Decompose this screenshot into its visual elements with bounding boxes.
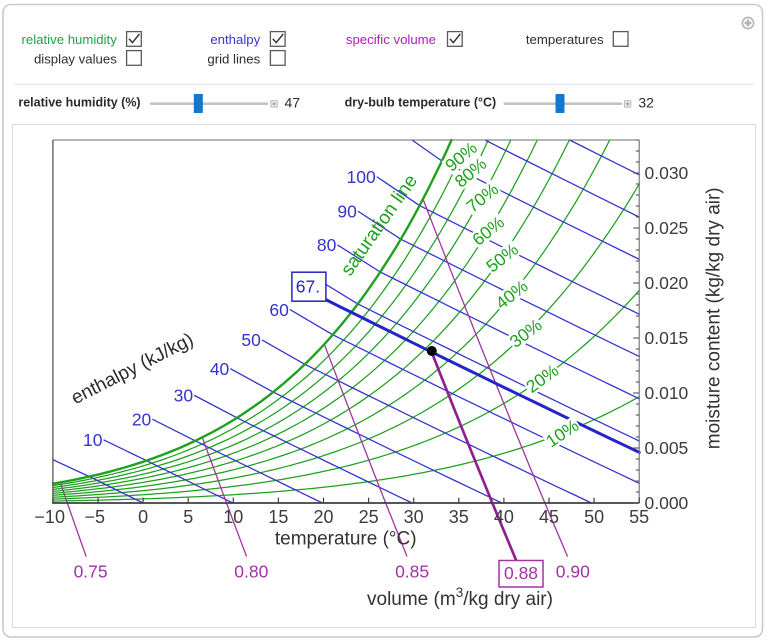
svg-text:specific volume: specific volume [346,32,436,47]
svg-text:dry-bulb temperature (°C): dry-bulb temperature (°C) [345,96,497,110]
svg-text:30: 30 [404,507,424,527]
svg-text:grid lines: grid lines [207,51,260,66]
svg-text:−10: −10 [34,507,65,527]
svg-text:50: 50 [584,507,604,527]
svg-text:15: 15 [268,507,288,527]
svg-text:relative humidity (%): relative humidity (%) [18,96,140,110]
svg-text:55: 55 [629,507,649,527]
svg-text:0.90: 0.90 [556,562,590,582]
svg-text:0.025: 0.025 [645,218,689,238]
svg-text:0.75: 0.75 [74,562,108,582]
svg-text:100: 100 [346,167,375,187]
svg-text:0.020: 0.020 [645,273,689,293]
svg-text:display values: display values [34,51,117,66]
svg-text:0.80: 0.80 [234,562,268,582]
svg-text:20: 20 [313,507,333,527]
svg-text:50: 50 [241,330,261,350]
svg-text:−5: −5 [85,507,106,527]
svg-text:0.010: 0.010 [645,383,689,403]
svg-text:32: 32 [638,95,654,111]
svg-text:0.030: 0.030 [645,163,689,183]
svg-text:0: 0 [138,507,148,527]
svg-text:5: 5 [183,507,193,527]
svg-text:10: 10 [83,430,103,450]
svg-text:0.85: 0.85 [395,562,429,582]
svg-text:0.005: 0.005 [645,438,689,458]
svg-text:0.000: 0.000 [645,493,689,513]
svg-text:10: 10 [223,507,243,527]
svg-text:40: 40 [494,507,514,527]
svg-text:moisture content (kg/kg dry ai: moisture content (kg/kg dry air) [704,187,725,449]
svg-text:35: 35 [449,507,469,527]
svg-text:67.: 67. [296,277,320,297]
svg-text:40: 40 [210,359,230,379]
svg-text:temperature (°C): temperature (°C) [275,528,417,549]
svg-text:47: 47 [285,95,301,111]
svg-text:30: 30 [174,386,194,406]
svg-text:temperatures: temperatures [526,32,604,47]
svg-text:20: 20 [132,409,152,429]
svg-text:0.015: 0.015 [645,328,689,348]
svg-text:0.88: 0.88 [504,563,538,583]
svg-text:45: 45 [539,507,559,527]
svg-text:25: 25 [359,507,379,527]
svg-text:60: 60 [269,300,289,320]
svg-text:enthalpy: enthalpy [210,32,260,47]
svg-text:80: 80 [317,235,337,255]
svg-text:relative humidity: relative humidity [22,32,118,47]
svg-text:90: 90 [337,202,357,222]
